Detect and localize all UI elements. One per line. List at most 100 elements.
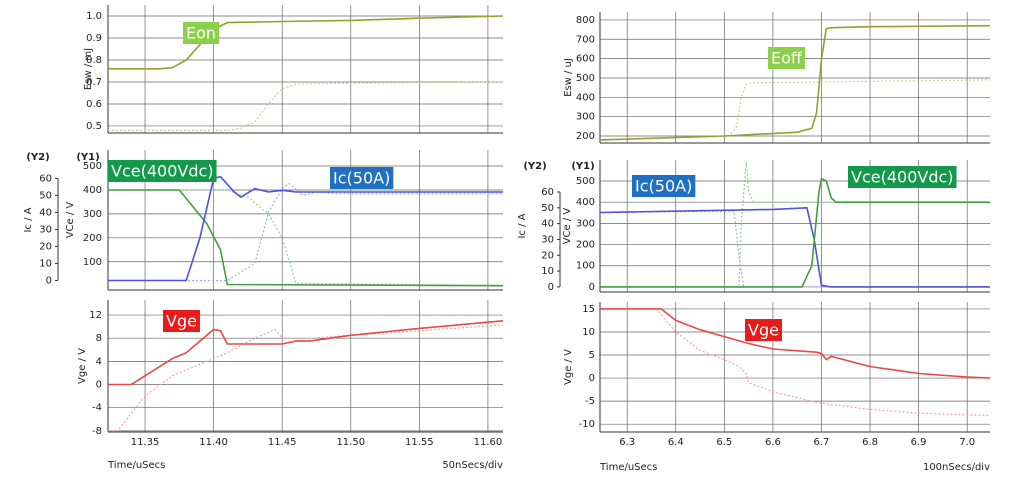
y-tick-label: 300 — [576, 218, 595, 229]
x-tick-label: 11.50 — [336, 437, 365, 448]
series-label-box — [183, 22, 220, 44]
y-axis-label: VCe / V — [562, 208, 573, 245]
y-tick-label: 0.9 — [86, 33, 102, 44]
series-label: Vge — [166, 312, 197, 331]
series-label-box — [848, 166, 957, 188]
x-tick-label: 6.7 — [814, 437, 830, 448]
series-line — [599, 24, 991, 141]
y-tick-label: 400 — [576, 197, 595, 208]
x-tick-label: 11.35 — [131, 437, 160, 448]
x-axis-label: Time/uSecs — [599, 462, 657, 473]
series-label-box — [108, 160, 217, 182]
y-axis-label: Vge / V — [563, 349, 574, 385]
y-axis-label: Vge / V — [77, 348, 88, 384]
y-tick-label: -10 — [579, 419, 595, 430]
y-tick-label: 400 — [576, 92, 595, 103]
y-tick-label: 0.5 — [86, 121, 102, 132]
y-tick-label: -4 — [92, 403, 102, 414]
y2-tick-label: 30 — [541, 234, 554, 245]
series-label: Eoff — [771, 49, 803, 68]
y-tick-label: 200 — [83, 233, 102, 244]
y2-axis-label: Ic / A — [23, 207, 34, 232]
series-label: Vce(400Vdc) — [851, 168, 954, 187]
y-tick-label: 5 — [589, 350, 595, 361]
x-tick-label: 6.6 — [765, 437, 781, 448]
y-axis-label: Esw / uJ — [563, 58, 574, 97]
series-line — [600, 161, 990, 288]
y-tick-label: 1.0 — [86, 11, 102, 22]
x-tick-label: 6.3 — [619, 437, 635, 448]
y2-tick-label: 0 — [548, 282, 554, 293]
plot-area — [600, 12, 990, 143]
x-tick-label: 11.55 — [405, 437, 434, 448]
y-tick-label: 300 — [83, 209, 102, 220]
y-tick-label: 300 — [576, 112, 595, 123]
y-tick-label: 12 — [89, 310, 102, 321]
x-tick-label: 7.0 — [959, 437, 975, 448]
series-label-box — [632, 175, 696, 197]
y-tick-label: 400 — [83, 185, 102, 196]
y-axis-label: Esw / mJ — [83, 48, 94, 90]
series-line — [600, 308, 991, 379]
y-tick-label: 200 — [576, 131, 595, 142]
series-label: Vge — [748, 321, 779, 340]
y-tick-label: -8 — [92, 426, 102, 437]
series-label: Ic(50A) — [635, 177, 692, 196]
series-label-box — [768, 47, 805, 69]
y-tick-label: -5 — [585, 396, 595, 407]
x-tick-label: 6.8 — [862, 437, 878, 448]
y-tick-label: 0 — [589, 373, 595, 384]
series-label-box — [163, 310, 200, 332]
x-tick-label: 11.45 — [268, 437, 297, 448]
y-tick-label: 700 — [576, 34, 595, 45]
plot-area — [108, 5, 503, 133]
x-tick-label: 6.5 — [716, 437, 732, 448]
series-line — [108, 189, 504, 287]
y2-tick-label: 20 — [39, 241, 52, 252]
y-tick-label: 8 — [96, 333, 102, 344]
x-tick-label: 6.4 — [668, 437, 684, 448]
y-tick-label: 15 — [582, 304, 595, 315]
x-tick-label: 6.9 — [911, 437, 927, 448]
y-tick-label: 0 — [96, 380, 102, 391]
y2-tick-label: 20 — [541, 250, 554, 261]
y-axis-label: VCe / V — [65, 202, 76, 239]
x-tick-label: 11.60 — [474, 437, 503, 448]
y2-tick-label: 0 — [46, 275, 52, 286]
y-tick-label: 100 — [576, 261, 595, 272]
y2-tag: (Y2) — [523, 161, 546, 172]
y-tick-label: 600 — [576, 54, 595, 65]
x-tick-label: 11.40 — [199, 437, 228, 448]
y2-axis-label: Ic / A — [517, 213, 528, 238]
y2-tick-label: 10 — [541, 266, 554, 277]
y2-tick-label: 50 — [541, 203, 554, 214]
series-label-box — [745, 319, 782, 341]
y-tick-label: 4 — [96, 356, 102, 367]
y-tick-label: 100 — [83, 257, 102, 268]
plot-area — [600, 302, 990, 432]
y-tick-label: 10 — [582, 327, 595, 338]
y-tick-label: 0.8 — [86, 55, 102, 66]
y2-tick-label: 50 — [39, 190, 52, 201]
y-tick-label: 500 — [576, 73, 595, 84]
y-tick-label: 500 — [576, 176, 595, 187]
y2-tick-label: 60 — [541, 187, 554, 198]
y-tick-label: 500 — [83, 161, 102, 172]
series-label: Eon — [186, 24, 216, 43]
y2-tick-label: 40 — [541, 219, 554, 230]
y2-tick-label: 10 — [39, 258, 52, 269]
y2-tag: (Y2) — [26, 152, 49, 163]
series-label: Ic(50A) — [333, 169, 390, 188]
y-tick-label: 0 — [589, 282, 595, 293]
series-line — [600, 308, 991, 416]
y2-tick-label: 60 — [39, 173, 52, 184]
series-line — [108, 175, 503, 282]
y-tag: (Y1) — [76, 152, 99, 163]
y-tick-label: 200 — [576, 240, 595, 251]
y2-tick-label: 30 — [39, 224, 52, 235]
x-scale: 100nSecs/div — [923, 462, 990, 473]
x-scale: 50nSecs/div — [442, 460, 503, 471]
series-line — [600, 177, 990, 288]
y-tick-label: 0.7 — [86, 77, 102, 88]
